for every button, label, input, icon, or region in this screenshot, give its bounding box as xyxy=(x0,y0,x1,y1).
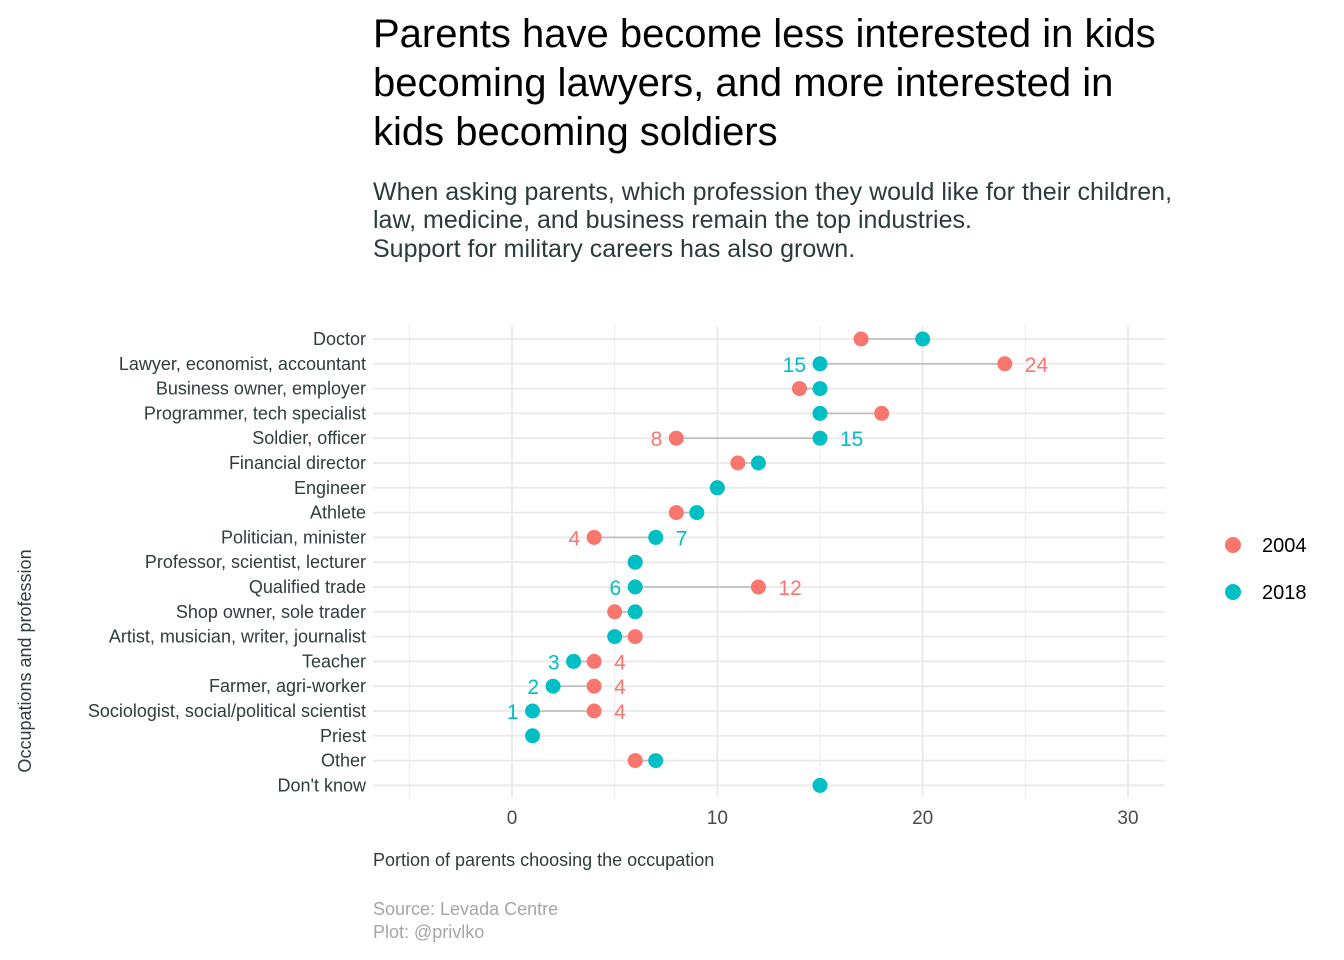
y-tick-label-engineer: Engineer xyxy=(294,478,366,498)
chart-title-line-2: becoming lawyers, and more interested in xyxy=(373,61,1113,105)
chart-title-line-1: Parents have become less interested in k… xyxy=(373,12,1156,56)
title-block: Parents have become less interested in k… xyxy=(373,12,1156,154)
point-2004-athlete xyxy=(668,505,684,521)
subtitle-block: When asking parents, which profession th… xyxy=(373,178,1172,263)
y-tick-label-professor-scientist-lecturer: Professor, scientist, lecturer xyxy=(145,552,366,572)
point-2004-sociologist-social-political-scientist xyxy=(586,703,602,719)
point-2018-engineer xyxy=(709,480,725,496)
point-2018-politician-minister xyxy=(648,529,664,545)
caption-source: Source: Levada Centre xyxy=(373,899,558,919)
point-2018-doctor xyxy=(915,331,931,347)
data-label-2004-qualified-trade: 12 xyxy=(778,577,801,600)
y-tick-label-other: Other xyxy=(321,751,366,771)
y-tick-label-don-t-know: Don't know xyxy=(278,775,367,795)
caption: Source: Levada Centre Plot: @privlko xyxy=(373,899,558,942)
x-tick-label: 20 xyxy=(912,808,933,829)
caption-plot-credit: Plot: @privlko xyxy=(373,922,484,942)
y-tick-label-artist-musician-writer-journalist: Artist, musician, writer, journalist xyxy=(109,627,366,647)
point-2018-sociologist-social-political-scientist xyxy=(525,703,541,719)
point-2004-farmer-agri-worker xyxy=(586,678,602,694)
gridlines xyxy=(373,326,1165,797)
point-2018-farmer-agri-worker xyxy=(545,678,561,694)
point-2004-soldier-officer xyxy=(668,430,684,446)
point-2004-qualified-trade xyxy=(750,579,766,595)
x-tick-label: 10 xyxy=(707,808,728,829)
point-2004-politician-minister xyxy=(586,529,602,545)
y-tick-label-soldier-officer: Soldier, officer xyxy=(252,428,366,448)
y-tick-label-farmer-agri-worker: Farmer, agri-worker xyxy=(209,676,366,696)
x-axis-tick-labels: 0 10 20 30 xyxy=(507,808,1139,829)
point-2018-artist-musician-writer-journalist xyxy=(607,629,623,645)
data-label-2004-teacher: 4 xyxy=(614,651,626,674)
chart-subtitle-line-2: law, medicine, and business remain the t… xyxy=(373,206,972,234)
x-axis-title: Portion of parents choosing the occupati… xyxy=(373,850,714,870)
point-2018-lawyer-economist-accountant xyxy=(812,356,828,372)
x-tick-label: 0 xyxy=(507,808,518,829)
point-2018-soldier-officer xyxy=(812,430,828,446)
y-tick-label-doctor: Doctor xyxy=(313,329,366,349)
y-tick-label-politician-minister: Politician, minister xyxy=(221,527,366,547)
data-label-2018-qualified-trade: 6 xyxy=(610,577,622,600)
y-tick-label-priest: Priest xyxy=(320,726,366,746)
point-2018-shop-owner-sole-trader xyxy=(627,604,643,620)
point-2004-other xyxy=(627,753,643,769)
point-2004-shop-owner-sole-trader xyxy=(607,604,623,620)
y-axis-title: Occupations and profession xyxy=(15,549,35,772)
y-tick-label-qualified-trade: Qualified trade xyxy=(249,577,366,597)
point-2018-financial-director xyxy=(750,455,766,471)
point-2004-financial-director xyxy=(730,455,746,471)
chart-subtitle-line-1: When asking parents, which profession th… xyxy=(373,178,1172,206)
legend-label-2004: 2004 xyxy=(1262,535,1307,557)
point-2018-athlete xyxy=(689,505,705,521)
data-label-2004-farmer-agri-worker: 4 xyxy=(614,676,626,699)
y-tick-label-business-owner-employer: Business owner, employer xyxy=(156,379,366,399)
data-label-2018-soldier-officer: 15 xyxy=(840,428,863,451)
data-label-2004-soldier-officer: 8 xyxy=(651,428,663,451)
data-label-2018-teacher: 3 xyxy=(548,651,560,674)
y-tick-label-shop-owner-sole-trader: Shop owner, sole trader xyxy=(176,602,366,622)
data-label-2018-farmer-agri-worker: 2 xyxy=(527,676,539,699)
point-2018-other xyxy=(648,753,664,769)
x-tick-label: 30 xyxy=(1117,808,1138,829)
point-2018-don-t-know xyxy=(812,777,828,793)
chart-subtitle-line-3: Support for military careers has also gr… xyxy=(373,235,855,263)
point-2004-business-owner-employer xyxy=(791,381,807,397)
y-tick-label-sociologist-social-political-scientist: Sociologist, social/political scientist xyxy=(88,701,366,721)
y-tick-label-programmer-tech-specialist: Programmer, tech specialist xyxy=(144,403,366,423)
legend-label-2018: 2018 xyxy=(1262,582,1307,604)
y-tick-label-lawyer-economist-accountant: Lawyer, economist, accountant xyxy=(119,354,366,374)
point-2018-teacher xyxy=(566,653,582,669)
legend-key-2004 xyxy=(1225,537,1241,553)
data-label-2004-politician-minister: 4 xyxy=(568,527,580,550)
legend-key-2018 xyxy=(1225,584,1241,600)
point-2018-qualified-trade xyxy=(627,579,643,595)
data-label-2018-lawyer-economist-accountant: 15 xyxy=(783,354,806,377)
point-2004-artist-musician-writer-journalist xyxy=(627,629,643,645)
point-2004-doctor xyxy=(853,331,869,347)
point-2004-teacher xyxy=(586,653,602,669)
data-points xyxy=(525,331,1013,793)
point-2004-lawyer-economist-accountant xyxy=(997,356,1013,372)
y-tick-label-athlete: Athlete xyxy=(310,503,366,523)
chart-title-line-3: kids becoming soldiers xyxy=(373,110,778,154)
point-2018-programmer-tech-specialist xyxy=(812,405,828,421)
point-2018-business-owner-employer xyxy=(812,381,828,397)
point-2018-professor-scientist-lecturer xyxy=(627,554,643,570)
data-label-2018-politician-minister: 7 xyxy=(676,527,688,550)
data-labels: 15 248 154 76 123 42 41 4 xyxy=(507,354,1049,724)
point-2018-priest xyxy=(525,728,541,744)
legend: 2004 2018 xyxy=(1225,535,1307,604)
point-2004-programmer-tech-specialist xyxy=(874,405,890,421)
y-axis-tick-labels: Doctor Lawyer, economist, accountant Busin… xyxy=(88,329,367,795)
y-tick-label-teacher: Teacher xyxy=(302,651,366,671)
data-label-2004-sociologist-social-political-scientist: 4 xyxy=(614,701,626,724)
data-label-2018-sociologist-social-political-scientist: 1 xyxy=(507,701,519,724)
dumbbell-segments xyxy=(532,338,1005,762)
data-label-2004-lawyer-economist-accountant: 24 xyxy=(1025,354,1049,377)
y-tick-label-financial-director: Financial director xyxy=(229,453,366,473)
